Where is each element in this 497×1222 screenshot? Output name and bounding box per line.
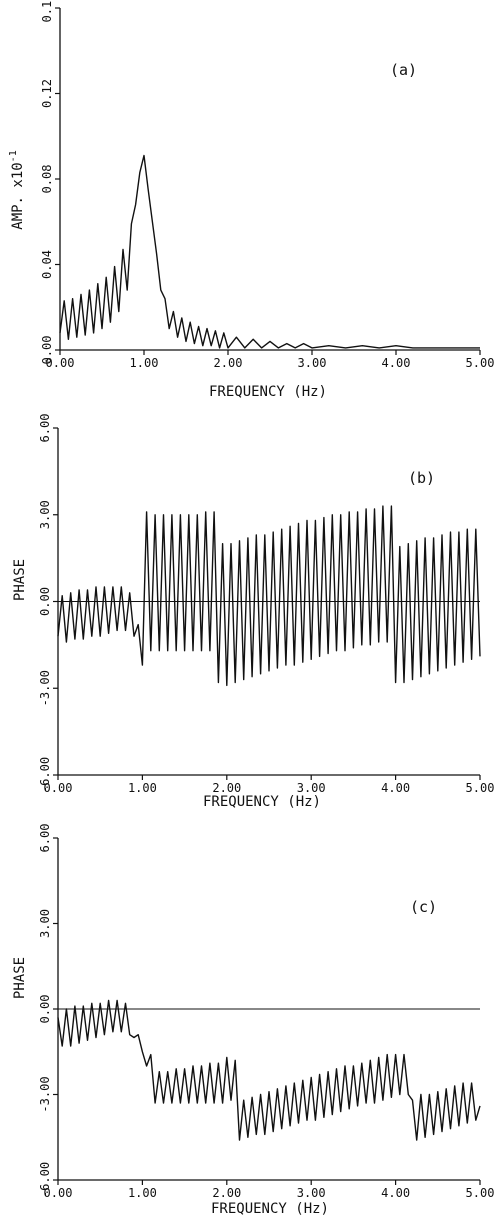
plot-area-a: 0.00 1.00 2.00 3.00 4.00 5.00 0.00 0.04 0.08 0.12… xyxy=(40,0,494,370)
x-tick-label-a: 4.00 xyxy=(382,356,411,370)
y-tick-label-a: 0.00 xyxy=(40,336,54,365)
y-tick-label-b: -3.00 xyxy=(38,670,52,706)
x-tick-label-c: 3.00 xyxy=(297,1186,326,1200)
y-tick-label-c: -3.00 xyxy=(38,1076,52,1112)
x-tick-label-a: 3.00 xyxy=(298,356,327,370)
y-tick-label-b: 0.00 xyxy=(38,587,52,616)
x-axis-label-c: FREQUENCY (Hz) xyxy=(211,1201,329,1217)
y-tick-label-a: 0.08 xyxy=(40,165,54,194)
panel-label-c: (c) xyxy=(410,898,437,916)
x-tick-label-c: 4.00 xyxy=(381,1186,410,1200)
series-line-a xyxy=(59,154,480,349)
x-tick-label-b: 3.00 xyxy=(297,781,326,795)
x-tick-label-a: 0.00 xyxy=(46,356,75,370)
panel-label-a: (a) xyxy=(390,61,417,79)
x-tick-label-a: 1.00 xyxy=(130,356,159,370)
x-tick-label-c: 0.00 xyxy=(44,1186,73,1200)
y-tick-label-a: 0.04 xyxy=(40,250,54,279)
y-axis-exponent-a: -1 xyxy=(8,150,19,162)
y-axis-label-c: PHASE xyxy=(12,957,28,999)
x-tick-label-a: 2.00 xyxy=(214,356,243,370)
chart-panel-a: 0.00 1.00 2.00 3.00 4.00 5.00 0.00 0.04 0.08 0.12… xyxy=(8,0,494,400)
y-tick-label-c: 0.00 xyxy=(38,995,52,1024)
y-tick-label-c: -6.00 xyxy=(38,1162,52,1198)
y-tick-label-c: 6.00 xyxy=(38,824,52,853)
x-axis-label-b: FREQUENCY (Hz) xyxy=(203,794,321,810)
plot-area-c: 0.00 1.00 2.00 3.00 4.00 5.00 -6.00 -3.00 0.00 3.… xyxy=(38,824,494,1200)
x-axis-label-a: FREQUENCY (Hz) xyxy=(209,384,327,400)
y-tick-label-b: 6.00 xyxy=(38,414,52,443)
panel-label-b: (b) xyxy=(408,469,435,487)
y-tick-label-a: 0.12 xyxy=(40,79,54,108)
svg-text:AMP. x10-1: AMP. x10-1 xyxy=(8,150,26,229)
x-tick-label-c: 1.00 xyxy=(128,1186,157,1200)
series-line-b xyxy=(57,505,481,687)
chart-panel-b: 0.00 1.00 2.00 3.00 4.00 5.00 -6.00 -3.00 0.00 3.… xyxy=(12,414,494,810)
x-tick-label-b: 0.00 xyxy=(44,781,73,795)
x-tick-label-a: 5.00 xyxy=(466,356,495,370)
y-tick-label-a: 0.16 xyxy=(40,0,54,22)
y-axis-label-b: PHASE xyxy=(12,559,28,601)
series-line-c xyxy=(57,999,481,1141)
x-tick-label-b: 1.00 xyxy=(128,781,157,795)
y-tick-label-b: 3.00 xyxy=(38,500,52,529)
x-tick-label-b: 5.00 xyxy=(466,781,495,795)
x-tick-label-c: 2.00 xyxy=(212,1186,241,1200)
x-tick-label-c: 5.00 xyxy=(466,1186,495,1200)
y-tick-label-b: -6.00 xyxy=(38,757,52,793)
y-axis-title-a: AMP. x10-1 xyxy=(8,150,26,229)
plot-area-b: 0.00 1.00 2.00 3.00 4.00 5.00 -6.00 -3.00 0.00 3.… xyxy=(38,414,494,795)
y-axis-label-a: AMP. x10 xyxy=(10,162,26,229)
y-tick-label-c: 3.00 xyxy=(38,909,52,938)
chart-panel-c: 0.00 1.00 2.00 3.00 4.00 5.00 -6.00 -3.00 0.00 3.… xyxy=(12,824,494,1217)
x-tick-label-b: 2.00 xyxy=(212,781,241,795)
x-tick-label-b: 4.00 xyxy=(381,781,410,795)
